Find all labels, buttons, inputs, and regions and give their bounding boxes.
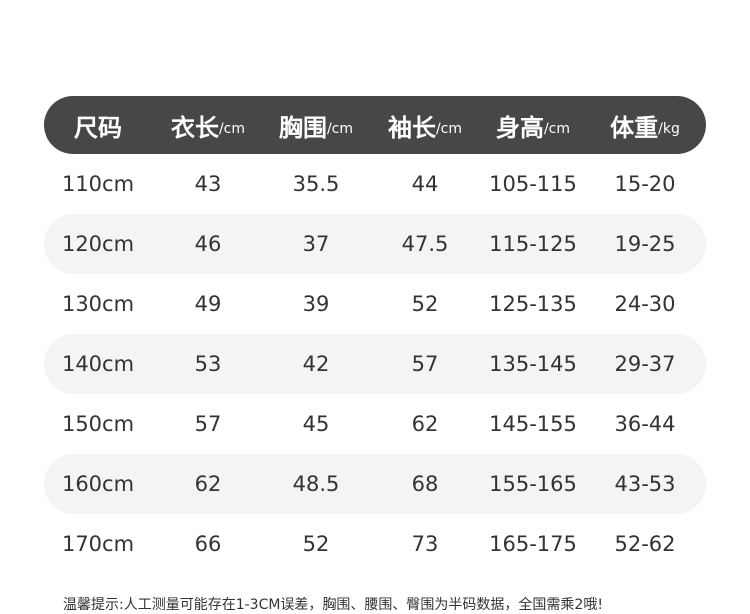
table-row: 130cm 49 39 52 125-135 24-30 xyxy=(44,274,706,334)
table-cell: 145-155 xyxy=(489,412,577,436)
table-cell: 24-30 xyxy=(614,292,676,316)
header-label: 尺码 xyxy=(74,113,122,142)
table-cell: 42 xyxy=(302,352,330,376)
column-header: 体重/kg xyxy=(610,96,680,154)
table-cell: 44 xyxy=(411,172,439,196)
table-cell: 19-25 xyxy=(614,232,676,256)
table-cell: 62 xyxy=(194,472,222,496)
table-header: 尺码 衣长/cm 胸围/cm 袖长/cm 身高/cm 体重/kg xyxy=(44,96,706,154)
table-row: 110cm 43 35.5 44 105-115 15-20 xyxy=(44,154,706,214)
table-cell: 66 xyxy=(194,532,222,556)
table-cell: 49 xyxy=(194,292,222,316)
table-cell: 43 xyxy=(194,172,222,196)
header-unit: /cm xyxy=(543,121,571,137)
table-cell: 110cm xyxy=(61,172,135,196)
table-cell: 130cm xyxy=(61,292,135,316)
header-label: 袖长 xyxy=(387,113,436,142)
table-cell: 39 xyxy=(302,292,330,316)
table-row: 170cm 66 52 73 165-175 52-62 xyxy=(44,514,706,574)
table-cell: 57 xyxy=(194,412,222,436)
table-row: 140cm 53 42 57 135-145 29-37 xyxy=(44,334,706,394)
table-cell: 68 xyxy=(411,472,439,496)
table-cell: 48.5 xyxy=(292,472,340,496)
table-cell: 125-135 xyxy=(489,292,577,316)
table-cell: 36-44 xyxy=(614,412,676,436)
table-cell: 57 xyxy=(411,352,439,376)
table-cell: 73 xyxy=(411,532,439,556)
column-header: 衣长/cm xyxy=(171,96,245,154)
column-header: 尺码 xyxy=(74,96,122,154)
table-cell: 62 xyxy=(411,412,439,436)
table-cell: 120cm xyxy=(61,232,135,256)
table-cell: 15-20 xyxy=(614,172,676,196)
table-cell: 53 xyxy=(194,352,222,376)
table-cell: 115-125 xyxy=(489,232,577,256)
table-cell: 160cm xyxy=(61,472,135,496)
column-header: 胸围/cm xyxy=(279,96,353,154)
header-label: 体重 xyxy=(610,113,659,142)
table-row: 120cm 46 37 47.5 115-125 19-25 xyxy=(44,214,706,274)
table-cell: 52 xyxy=(411,292,439,316)
table-cell: 37 xyxy=(302,232,330,256)
table-row: 160cm 62 48.5 68 155-165 43-53 xyxy=(44,454,706,514)
table-cell: 29-37 xyxy=(614,352,676,376)
header-unit: /cm xyxy=(326,121,354,137)
table-cell: 43-53 xyxy=(614,472,676,496)
table-cell: 155-165 xyxy=(489,472,577,496)
table-cell: 135-145 xyxy=(489,352,577,376)
table-cell: 105-115 xyxy=(489,172,577,196)
table-cell: 170cm xyxy=(61,532,135,556)
measurement-note: 温馨提示:人工测量可能存在1-3CM误差，胸围、腰围、臀围为半码数据，全国需乘2… xyxy=(63,597,603,613)
column-header: 袖长/cm xyxy=(388,96,462,154)
header-label: 身高 xyxy=(495,113,544,142)
header-unit: /cm xyxy=(218,121,246,137)
table-cell: 52 xyxy=(302,532,330,556)
table-cell: 47.5 xyxy=(401,232,449,256)
header-unit: /cm xyxy=(435,121,463,137)
table-cell: 52-62 xyxy=(614,532,676,556)
column-header: 身高/cm xyxy=(496,96,570,154)
table-cell: 165-175 xyxy=(489,532,577,556)
table-cell: 45 xyxy=(302,412,330,436)
header-label: 衣长 xyxy=(170,113,219,142)
table-cell: 35.5 xyxy=(292,172,340,196)
table-cell: 46 xyxy=(194,232,222,256)
header-unit: /kg xyxy=(658,121,680,137)
table-row: 150cm 57 45 62 145-155 36-44 xyxy=(44,394,706,454)
table-cell: 140cm xyxy=(61,352,135,376)
header-label: 胸围 xyxy=(278,113,327,142)
table-cell: 150cm xyxy=(61,412,135,436)
